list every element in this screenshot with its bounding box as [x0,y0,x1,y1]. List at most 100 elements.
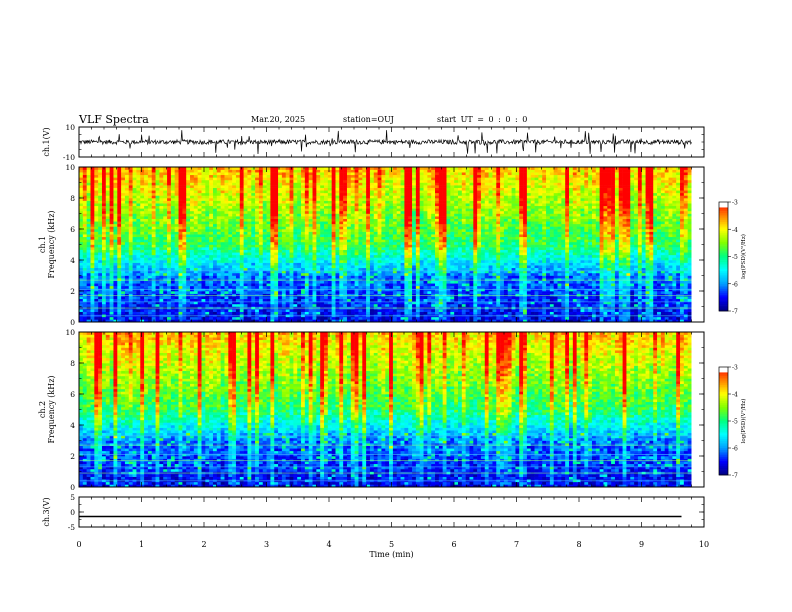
ch1-spectrogram-cell [591,278,597,281]
ch1-spectrogram-cell [454,298,459,302]
ch1-spectrogram-cell [297,293,302,297]
ch1-spectrogram-cell [220,303,225,307]
ch1-spectrogram-cell [128,296,133,300]
ch1-spectrogram-cell [155,249,160,253]
ch1-spectrogram-cell [668,275,673,279]
ch1-spectrogram-cell [373,301,378,305]
ch1-spectrogram-cell [465,262,470,266]
ch1-spectrogram-cell [327,257,332,261]
ch1-spectrogram-cell [297,262,302,266]
ch1-spectrogram-cell [239,241,244,245]
ch1-spectrogram-cell [396,283,401,287]
ch1-spectrogram-cell [339,252,344,256]
ch1-spectrogram-cell [147,270,153,274]
ch1-spectrogram-cell [144,244,149,248]
ch1-spectrogram-cell [182,293,187,297]
ch1-spectrogram-cell [546,296,551,300]
ch1-spectrogram-cell [389,285,394,289]
ch1-spectrogram-cell [415,319,421,323]
ch1-spectrogram-cell [553,272,558,276]
ch1-spectrogram-cell [82,316,87,320]
ch1-spectrogram-cell [588,303,593,307]
ch1-spectrogram-cell [224,244,229,248]
ch1-spectrogram-cell [109,319,114,323]
ch1-spectrogram-cell [484,267,489,271]
ch1-spectrogram-cell [128,275,133,279]
ch1-spectrogram-cell [258,311,264,315]
ch1-spectrogram-cell [641,262,646,266]
ch1-spectrogram-cell [331,293,336,297]
ch1-spectrogram-cell [113,247,118,250]
ch1-spectrogram-cell [105,254,110,258]
ch1-spectrogram-cell [109,311,114,315]
ch1-spectrogram-cell [480,280,486,284]
ch1-spectrogram-cell [457,270,463,274]
ch1-spectrogram-cell [660,303,666,307]
ch1-spectrogram-cell [278,272,283,276]
ch1-spectrogram-cell [618,301,623,305]
ch1-spectrogram-cell [408,267,413,271]
ch1-spectrogram-cell [297,275,302,279]
ch1-spectrogram-cell [339,293,344,297]
ch1-spectrogram-cell [140,260,145,263]
ch1-spectrogram-cell [392,283,398,287]
ch1-spectrogram-cell [274,283,279,287]
ch1-spectrogram-cell [350,278,355,281]
ch1-spectrogram-cell [511,291,516,294]
ch1-spectrogram-cell [542,296,547,300]
ch1-spectrogram-cell [561,309,566,312]
ch1-spectrogram-cell [438,285,443,289]
ch1-spectrogram-cell [289,316,294,320]
ch1-spectrogram-cell [385,275,390,279]
ch1-spectrogram-cell [79,309,84,312]
ch1-spectrogram-cell [128,265,133,269]
ch1-spectrogram-cell [442,285,447,289]
ch1-spectrogram-cell [324,262,329,266]
ch1-spectrogram-cell [465,247,470,250]
ch1-spectrogram-cell [412,285,417,289]
ch1-spectrogram-cell [190,291,195,294]
ch1-spectrogram-cell [147,283,153,287]
ch1-spectrogram-cell [289,301,294,305]
ch1-spectrogram-cell [672,298,677,302]
ch1-spectrogram-cell [389,293,394,297]
ch1-spectrogram-cell [542,272,547,276]
ch1-spectrogram-cell [389,254,394,258]
ch1-spectrogram-cell [515,291,520,294]
ch1-spectrogram-cell [484,247,489,250]
ch1-spectrogram-cell [668,319,673,323]
ch1-spectrogram-cell [584,283,589,287]
ch1-spectrogram-cell [584,311,589,315]
ch1-spectrogram-cell [94,260,99,263]
ch1-spectrogram-cell [159,265,164,269]
ch1-spectrogram-cell [649,298,654,302]
ch1-spectrogram-cell [618,309,623,312]
ch1-spectrogram-cell [79,311,84,315]
ch1-spectrogram-cell [419,249,424,253]
ch1-spectrogram-cell [285,283,290,287]
ch1-spectrogram-cell [503,272,509,276]
ch1-spectrogram-cell [431,288,436,292]
ch1-spectrogram-cell [419,252,424,256]
ch1-spectrogram-cell [174,285,179,289]
ch1-spectrogram-cell [469,244,474,248]
ch1-spectrogram-cell [373,267,378,271]
ch1-spectrogram-cell [431,303,436,307]
ch1-spectrogram-cell [683,285,688,289]
ch1-spectrogram-cell [519,260,524,263]
ch1-spectrogram-cell [622,267,627,271]
ch1-spectrogram-cell [144,296,149,300]
ch1-spectrogram-cell [320,249,325,253]
ch1-spectrogram-cell [350,257,355,261]
ch1-spectrogram-cell [350,272,355,276]
ch1-spectrogram-cell [358,303,363,307]
ch1-spectrogram-cell [611,283,616,287]
ch1-spectrogram-cell [576,280,581,284]
ch1-spectrogram-cell [584,275,589,279]
ch1-spectrogram-cell [461,272,466,276]
ch1-spectrogram-cell [683,288,688,292]
ch1-spectrogram-cell [542,270,547,274]
ch1-spectrogram-cell [637,285,643,289]
ch1-spectrogram-cell [680,249,685,253]
ch1-spectrogram-cell [147,301,153,305]
